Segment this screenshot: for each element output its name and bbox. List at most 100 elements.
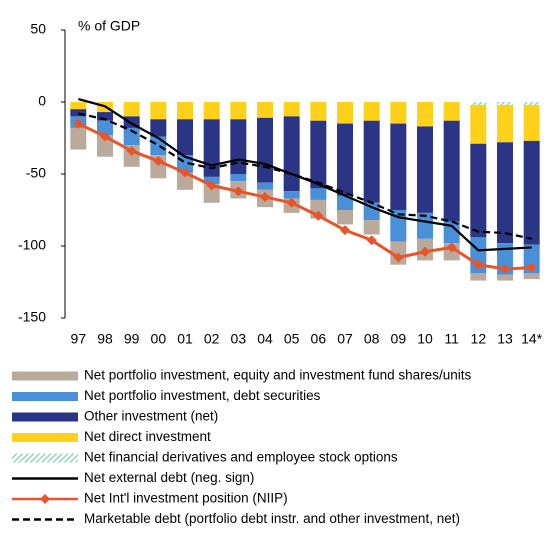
legend-label: Net financial derivatives and employee s… [84, 450, 398, 465]
y-tick-label: -50 [26, 165, 46, 181]
bar-segment [417, 126, 433, 213]
bar-segment [523, 244, 540, 274]
legend-label: Net portfolio investment, equity and inv… [84, 368, 471, 383]
x-tick-label: 11 [444, 331, 459, 347]
marker [526, 262, 537, 273]
bar-segment [523, 273, 540, 280]
bar-segment [97, 135, 113, 157]
bar-segment [523, 140, 540, 245]
bar-segment [417, 212, 433, 239]
bar-segment [470, 143, 487, 238]
bar-segment [337, 123, 353, 196]
bar-segment [257, 117, 273, 183]
bar-segment [97, 112, 113, 121]
marker [420, 246, 430, 257]
bar-segment [363, 202, 380, 221]
marker [153, 156, 164, 167]
bar-segment [443, 120, 460, 222]
marker [340, 225, 350, 236]
bar-segment [230, 119, 247, 174]
legend-swatch [12, 412, 78, 422]
x-tick-label: 06 [311, 331, 327, 347]
bar-segment [497, 104, 513, 143]
bar-segment [150, 102, 167, 120]
bar-segment [177, 119, 193, 156]
legend-label: Net Int'l investment position (NIIP) [84, 491, 288, 506]
bar-segment [310, 102, 327, 121]
legend-label: Net external debt (neg. sign) [84, 470, 254, 485]
x-tick-label: 13 [497, 331, 513, 347]
bar-segment [523, 102, 540, 105]
bar-segment [257, 102, 273, 118]
bar-segment [363, 102, 380, 121]
x-tick-label: 99 [124, 331, 140, 347]
bar-segment [470, 102, 487, 105]
x-tick-label: 05 [284, 331, 300, 347]
bar-segment [70, 102, 87, 110]
marker [260, 192, 270, 203]
bar-segment [337, 102, 353, 124]
x-tick-label: 02 [204, 331, 220, 347]
bar-segment [363, 120, 380, 203]
y-tick-label: -100 [18, 237, 46, 253]
marker [100, 131, 110, 142]
bar-segment [283, 116, 300, 192]
legend-marker [40, 494, 50, 504]
bar-segment [97, 120, 113, 136]
marker [233, 186, 244, 197]
marker [73, 118, 84, 129]
x-tick-label: 04 [257, 331, 273, 347]
marker [500, 264, 510, 275]
bar-segment [470, 273, 487, 281]
bar-segment [123, 102, 140, 117]
bar-segment [523, 104, 540, 141]
x-tick-label: 12 [471, 331, 487, 347]
marker [446, 242, 457, 253]
x-tick-label: 01 [177, 331, 193, 347]
bar-segment [283, 102, 300, 117]
x-tick-label: 09 [391, 331, 407, 347]
x-tick-label: 08 [364, 331, 380, 347]
legend-label: Other investment (net) [84, 409, 218, 424]
bar-segment [390, 123, 407, 210]
bar-segment [497, 274, 513, 281]
line [77, 122, 532, 271]
legend-swatch [12, 433, 78, 442]
y-tick-label: -150 [18, 309, 46, 325]
bar-segment [123, 116, 140, 128]
bar-segment [150, 119, 167, 137]
annotation: % of GDP [78, 18, 140, 34]
bar-segment [337, 195, 353, 210]
bar-segment [470, 104, 487, 144]
bar-segment [310, 188, 327, 200]
x-tick-label: 14* [521, 331, 543, 347]
marker [473, 259, 484, 270]
x-tick-label: 00 [151, 331, 167, 347]
x-tick-label: 07 [337, 331, 353, 347]
bar-segment [443, 221, 460, 244]
x-tick-label: 03 [231, 331, 247, 347]
x-tick-label: 97 [71, 331, 87, 347]
legend-label: Marketable debt (portfolio debt instr. a… [84, 511, 460, 526]
bar-segment [257, 182, 273, 190]
bar-segment [177, 172, 193, 190]
marker [286, 197, 297, 208]
marker [180, 167, 190, 178]
x-tick-label: 98 [97, 331, 113, 347]
marker [126, 145, 137, 156]
bar-segment [203, 119, 220, 177]
marker [206, 180, 217, 191]
bar-segment [70, 109, 87, 117]
bar-segment [203, 184, 220, 203]
line [78, 112, 532, 240]
bar-segment [230, 102, 247, 120]
marker [393, 252, 404, 263]
bar-segment [203, 176, 220, 185]
bar-segment [363, 220, 380, 235]
legend-swatch [12, 453, 78, 463]
bar-segment [283, 191, 300, 199]
line [78, 98, 532, 252]
bar-segment [390, 102, 407, 124]
bar-segment [310, 120, 327, 189]
